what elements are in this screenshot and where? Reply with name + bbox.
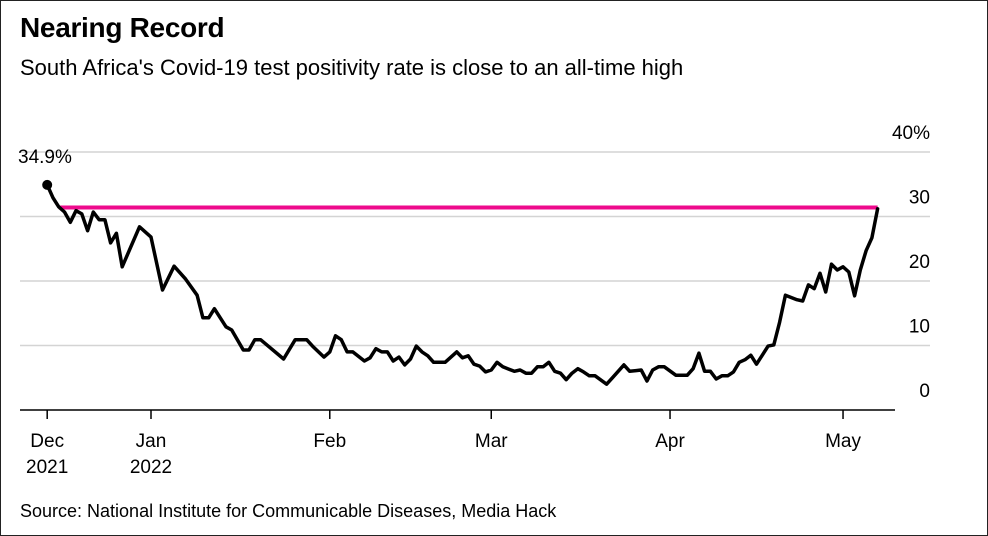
gridlines [20,151,930,347]
peak-annotation: 34.9% [18,147,72,190]
x-tick-label: Dec [30,431,64,452]
chart-title: Nearing Record [20,12,225,43]
positivity-series [45,183,880,386]
x-tick-label: May [825,431,861,452]
chart-subtitle: South Africa's Covid-19 test positivity … [20,55,684,80]
y-tick-label: 30 [909,188,930,209]
x-tick-label-year: 2021 [26,457,68,478]
x-tick-label-year: 2022 [130,457,172,478]
y-tick-label: 20 [909,252,930,273]
x-tick-label: Feb [313,431,346,452]
y-axis-labels: 0 10 20 30 40% [892,123,930,402]
x-tick-label: Mar [475,431,508,452]
source-note: Source: National Institute for Communica… [20,501,557,521]
x-tick-label: Jan [136,431,167,452]
peak-label: 34.9% [18,147,72,168]
y-tick-label: 10 [909,317,930,338]
peak-marker [42,179,53,190]
x-axis-ticks: Dec 2021 Jan 2022 Feb Mar Apr May [26,410,861,478]
y-tick-label: 40% [892,123,930,144]
x-tick-label: Apr [655,431,685,452]
series-line [45,183,880,386]
y-tick-label: 0 [919,381,930,402]
